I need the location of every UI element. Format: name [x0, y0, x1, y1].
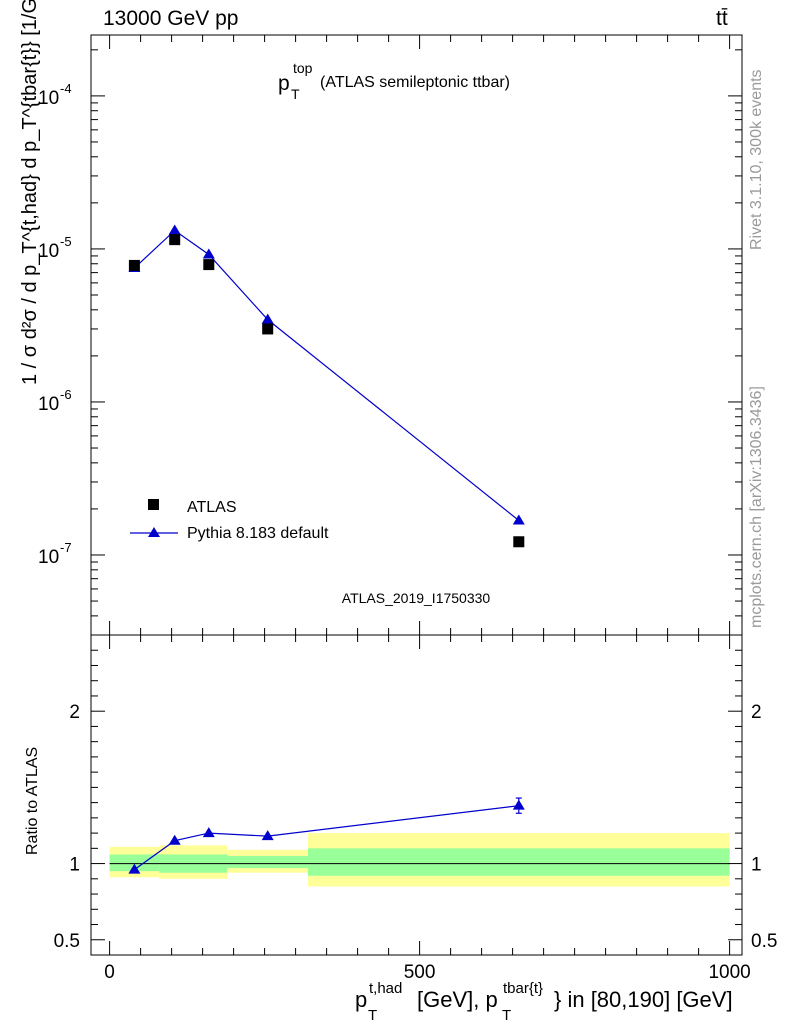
main-y-tick-label-base: 10 [38, 88, 59, 109]
ratio-y-tick-label-right: 0.5 [751, 931, 777, 952]
process-label: tt̄ [716, 7, 728, 30]
main-panel: 10-710-610-510-4 p T top (ATLAS semilept… [19, 0, 743, 636]
ratio-panel: 0.5 1 2 0.5 1 2 0 500 1000 Ratio to ATLAS p T … [24, 634, 777, 1024]
main-x-ticks [109, 35, 731, 635]
title-p: p [278, 72, 290, 95]
legend-data-label: ATLAS [187, 499, 237, 516]
mc-line [133, 229, 520, 521]
data-point [203, 259, 215, 271]
ratio-y-tick-label: 0.5 [54, 931, 80, 952]
xlabel-mid: [GeV], p [417, 987, 498, 1012]
mc-ratio-series [128, 797, 525, 874]
band-inner [227, 855, 308, 869]
ratio-y-tick-label: 1 [69, 855, 80, 876]
mc-ratio-point [202, 827, 215, 838]
xlabel-rest: } in [80,190] [GeV] [554, 987, 733, 1012]
mc-point [261, 313, 274, 324]
main-y-axis-label: 1 / σ d²σ / d p_T^{t,had} d p_T^{tbar{t}… [19, 0, 41, 385]
mc-point [512, 514, 525, 525]
plot-title: p T top (ATLAS semileptonic ttbar) [278, 60, 510, 102]
main-y-tick-label-base: 10 [38, 241, 59, 262]
main-y-tick-label-exp: -6 [60, 387, 72, 402]
ratio-x-ticks [109, 635, 731, 955]
ratio-y-tick-labels-left: 0.5 1 2 [54, 702, 80, 952]
band-inner [109, 854, 160, 872]
mc-point [168, 224, 181, 235]
ratio-x-tick-label: 500 [404, 962, 436, 983]
legend-mc-marker [148, 527, 160, 537]
main-y-tick-label-exp: -5 [60, 234, 72, 249]
main-y-ticks [91, 49, 742, 636]
legend: ATLAS Pythia 8.183 default [130, 499, 329, 542]
main-y-tick-label-exp: -7 [60, 540, 72, 555]
ratio-y-tick-label: 2 [69, 702, 80, 723]
band-inner [308, 848, 730, 876]
ratio-y-ticks [91, 649, 742, 941]
xlabel-sub1: T [368, 1007, 377, 1024]
main-y-tick-label-base: 10 [38, 394, 59, 415]
data-point [128, 259, 140, 271]
legend-data-marker [148, 499, 159, 510]
data-point [169, 234, 181, 246]
title-rest: (ATLAS semileptonic ttbar) [320, 74, 510, 91]
main-y-tick-label-exp: -4 [60, 81, 72, 96]
uncertainty-bands [109, 833, 730, 887]
ratio-y-tick-labels-right: 0.5 1 2 [751, 702, 777, 952]
ratio-y-axis-label: Ratio to ATLAS [24, 747, 41, 855]
mc-ratio-point [128, 863, 141, 874]
data-series [128, 234, 525, 548]
ratio-y-tick-label-right: 2 [751, 702, 762, 723]
main-y-tick-label-base: 10 [38, 547, 59, 568]
data-point [262, 323, 274, 335]
xlabel-p1: p [355, 987, 367, 1012]
mcplots-label: mcplots.cern.ch [arXiv:1306.3436] [748, 386, 765, 628]
main-frame [90, 34, 743, 636]
main-y-tick-labels: 10-710-610-510-4 [38, 81, 72, 568]
xlabel-sub2: T [502, 1007, 511, 1024]
ratio-y-tick-label-right: 1 [751, 855, 762, 876]
mc-ratio-point [512, 799, 525, 810]
mc-point [202, 248, 215, 259]
mc-series [128, 224, 525, 525]
legend-mc-label: Pythia 8.183 default [187, 525, 329, 542]
mc-ratio-point [168, 834, 181, 845]
title-sup: top [293, 60, 313, 76]
data-point [513, 536, 525, 548]
xlabel-sup1: t,had [369, 980, 402, 997]
analysis-watermark: ATLAS_2019_I1750330 [342, 590, 491, 606]
mc-ratio-point [261, 830, 274, 841]
energy-label: 13000 GeV pp [103, 7, 238, 30]
x-axis-label: p T t,had [GeV], p T tbar{t} } in [80,19… [355, 980, 733, 1024]
ratio-x-tick-labels: 0 500 1000 [104, 962, 750, 983]
rivet-label: Rivet 3.1.10, 300k events [748, 69, 765, 250]
ratio-x-tick-label: 1000 [708, 962, 750, 983]
ratio-x-tick-label: 0 [104, 962, 115, 983]
xlabel-sup2: tbar{t} [503, 980, 543, 997]
ratio-frame [90, 634, 743, 956]
title-sub: T [291, 86, 300, 102]
